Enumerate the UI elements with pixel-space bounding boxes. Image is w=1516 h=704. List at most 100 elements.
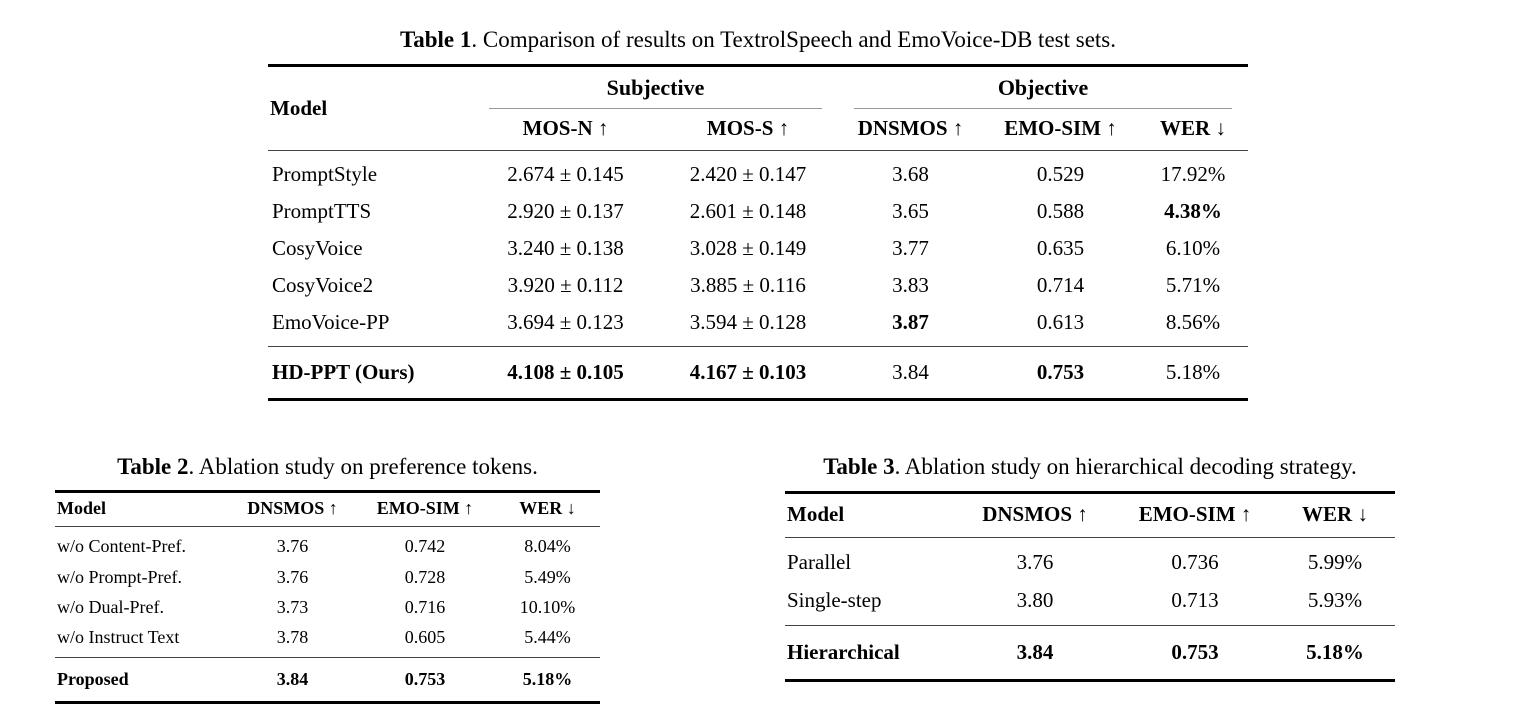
table1-caption-label: Table 1 (399, 27, 472, 52)
cell-emo-sim: 0.713 (1171, 587, 1219, 612)
cell-emo-sim: 0.613 (1036, 309, 1085, 334)
cell-wer: 5.18% (1138, 345, 1249, 400)
cell-model: w/o Instruct Text (57, 626, 180, 647)
table3-section: Table 3. Ablation study on hierarchical … (765, 453, 1415, 683)
cell-mos-s: 3.028 ± 0.149 (689, 235, 807, 260)
cell-mos-s: 3.885 ± 0.116 (690, 272, 806, 297)
cell-emo-sim: 0.605 (404, 626, 446, 647)
cell-mos-n: 3.920 ± 0.112 (507, 272, 624, 297)
cell-emo-sim: 0.753 (1115, 625, 1275, 681)
table-row: w/o Content-Pref. 3.76 0.742 8.04% (55, 527, 600, 562)
table1-caption-text: . Comparison of results on TextrolSpeech… (471, 27, 1116, 52)
table-row: w/o Instruct Text 3.78 0.605 5.44% (55, 622, 600, 657)
cell-mos-n: 3.694 ± 0.123 (507, 309, 624, 334)
cell-wer: 5.18% (495, 657, 600, 703)
table1-header-mos-n: MOS-N ↑ (473, 108, 658, 151)
cell-emo-sim: 0.635 (1036, 235, 1085, 260)
cell-emo-sim: 0.714 (1036, 272, 1085, 297)
table1-group-subjective-label: Subjective (489, 73, 823, 109)
table1-header-mos-s: MOS-S ↑ (658, 108, 839, 151)
cell-wer: 5.18% (1275, 625, 1395, 681)
table2: Model DNSMOS ↑ EMO-SIM ↑ WER ↓ w/o Conte… (55, 490, 600, 704)
cell-wer: 8.04% (524, 536, 571, 557)
cell-mos-s: 3.594 ± 0.128 (689, 309, 807, 334)
table-row: CosyVoice 3.240 ± 0.138 3.028 ± 0.149 3.… (268, 230, 1248, 267)
cell-mos-n: 3.240 ± 0.138 (507, 235, 624, 260)
cell-model: CosyVoice2 (272, 272, 374, 297)
table2-header-row: Model DNSMOS ↑ EMO-SIM ↑ WER ↓ (55, 491, 600, 528)
table1-header-dnsmos: DNSMOS ↑ (838, 108, 984, 151)
cell-emo-sim: 0.588 (1036, 198, 1085, 223)
cell-wer: 5.49% (524, 566, 571, 587)
table1-caption: Table 1. Comparison of results on Textro… (268, 26, 1248, 55)
cell-wer: 8.56% (1165, 309, 1221, 334)
table2-section: Table 2. Ablation study on preference to… (55, 453, 600, 704)
cell-dnsmos: 3.73 (276, 596, 309, 617)
paper-page: Table 1. Comparison of results on Textro… (0, 26, 1516, 704)
table1-group-header-row: Model Subjective Objective (268, 65, 1248, 151)
table2-header-wer: WER ↓ (495, 491, 600, 528)
table1-group-objective: Objective (838, 65, 1248, 109)
cell-dnsmos: 3.87 (892, 309, 929, 334)
cell-model: Parallel (787, 550, 852, 575)
table2-header-dnsmos: DNSMOS ↑ (230, 491, 355, 528)
cell-dnsmos: 3.84 (955, 625, 1115, 681)
cell-model: w/o Content-Pref. (57, 536, 186, 557)
cell-wer: 5.44% (524, 626, 571, 647)
table-row-proposed: HD-PPT (Ours) 4.108 ± 0.105 4.167 ± 0.10… (268, 345, 1249, 400)
cell-dnsmos: 3.78 (276, 626, 309, 647)
table-row: w/o Prompt-Pref. 3.76 0.728 5.49% (55, 562, 600, 592)
table-row-proposed: Hierarchical 3.84 0.753 5.18% (785, 625, 1395, 681)
cell-mos-n: 2.920 ± 0.137 (507, 198, 624, 223)
cell-mos-s: 2.420 ± 0.147 (689, 161, 807, 186)
cell-dnsmos: 3.80 (1016, 587, 1054, 612)
cell-emo-sim: 0.753 (355, 657, 495, 703)
table1: Model Subjective Objective MOS-N ↑ MOS-S… (268, 63, 1249, 401)
table1-header-emo-sim: EMO-SIM ↑ (983, 108, 1139, 151)
cell-dnsmos: 3.84 (838, 345, 984, 400)
table1-group-objective-label: Objective (854, 73, 1233, 109)
cell-model: PromptStyle (272, 161, 378, 186)
cell-model: w/o Prompt-Pref. (57, 566, 182, 587)
cell-wer: 17.92% (1160, 161, 1226, 186)
table3-header-model: Model (785, 492, 955, 539)
cell-wer: 10.10% (519, 596, 576, 617)
cell-dnsmos: 3.77 (892, 235, 929, 260)
table3-header-wer: WER ↓ (1275, 492, 1395, 539)
cell-mos-n: 4.108 ± 0.105 (473, 345, 658, 400)
bottom-tables-row: Table 2. Ablation study on preference to… (0, 453, 1516, 704)
cell-model: HD-PPT (Ours) (268, 345, 473, 400)
table3-header-emo-sim: EMO-SIM ↑ (1115, 492, 1275, 539)
cell-mos-n: 2.674 ± 0.145 (507, 161, 624, 186)
cell-wer: 5.93% (1307, 587, 1363, 612)
cell-emo-sim: 0.736 (1171, 550, 1219, 575)
cell-mos-s: 4.167 ± 0.103 (658, 345, 839, 400)
cell-model: Hierarchical (785, 625, 955, 681)
cell-emo-sim: 0.716 (404, 596, 446, 617)
table-row: Single-step 3.80 0.713 5.93% (785, 582, 1395, 626)
table2-caption-label: Table 2 (117, 453, 189, 479)
table3-caption-text: . Ablation study on hierarchical decodin… (894, 453, 1357, 479)
cell-wer: 5.99% (1307, 550, 1363, 575)
cell-wer: 4.38% (1164, 198, 1222, 223)
table3-header-dnsmos: DNSMOS ↑ (955, 492, 1115, 539)
table1-group-subjective: Subjective (473, 65, 838, 109)
table3-header-row: Model DNSMOS ↑ EMO-SIM ↑ WER ↓ (785, 492, 1395, 539)
table-row-proposed: Proposed 3.84 0.753 5.18% (55, 657, 600, 703)
cell-dnsmos: 3.84 (230, 657, 355, 703)
cell-dnsmos: 3.76 (276, 536, 309, 557)
cell-model: Proposed (55, 657, 230, 703)
table-row: CosyVoice2 3.920 ± 0.112 3.885 ± 0.116 3… (268, 267, 1248, 304)
table1-section: Table 1. Comparison of results on Textro… (268, 26, 1249, 401)
table3-caption-label: Table 3 (823, 453, 895, 479)
table-row: PromptTTS 2.920 ± 0.137 2.601 ± 0.148 3.… (268, 193, 1248, 230)
cell-model: EmoVoice-PP (272, 309, 390, 334)
cell-mos-s: 2.601 ± 0.148 (689, 198, 807, 223)
cell-dnsmos: 3.68 (892, 161, 929, 186)
table3-caption: Table 3. Ablation study on hierarchical … (765, 453, 1415, 482)
cell-dnsmos: 3.83 (892, 272, 929, 297)
table-row: w/o Dual-Pref. 3.73 0.716 10.10% (55, 592, 600, 622)
cell-dnsmos: 3.76 (276, 566, 309, 587)
table1-header-model: Model (268, 65, 473, 151)
table2-caption-text: . Ablation study on preference tokens. (188, 453, 538, 479)
